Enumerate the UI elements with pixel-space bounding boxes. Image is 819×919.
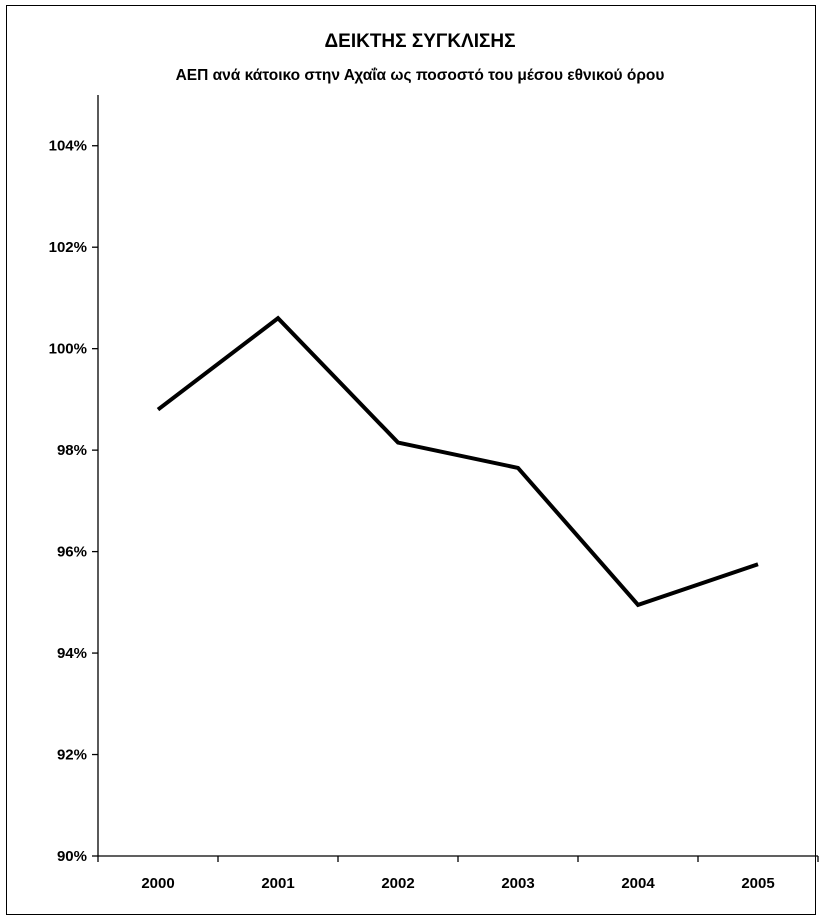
x-axis: 2000 2001 2002 2003 2004 2005 <box>97 855 819 892</box>
x-tick-label: 2001 <box>261 875 294 892</box>
y-tick-label: 104% <box>49 138 87 155</box>
x-tick-label: 2004 <box>621 875 655 892</box>
y-tick-label: 90% <box>57 848 87 865</box>
chart-frame <box>6 5 816 915</box>
chart-subtitle: ΑΕΠ ανά κάτοικο στην Αχαΐα ως ποσοστό το… <box>176 67 665 84</box>
y-tick-label: 92% <box>57 747 87 764</box>
y-tick-label: 94% <box>57 645 87 662</box>
series-line <box>156 315 759 608</box>
y-tick-label: 98% <box>57 442 87 459</box>
chart-title: ΔΕΙΚΤΗΣ ΣΥΓΚΛΙΣΗΣ <box>324 31 515 52</box>
y-tick-label: 96% <box>57 544 87 561</box>
y-axis: 90% 92% 94% 96% 98% 100% 102% 104% <box>49 95 99 865</box>
x-tick-label: 2003 <box>501 875 534 892</box>
x-tick-label: 2000 <box>141 875 174 892</box>
series-layer <box>156 315 759 608</box>
y-tick-label: 100% <box>49 341 87 358</box>
x-tick-label: 2002 <box>381 875 414 892</box>
y-tick-label: 102% <box>49 239 87 256</box>
x-tick-label: 2005 <box>741 875 774 892</box>
